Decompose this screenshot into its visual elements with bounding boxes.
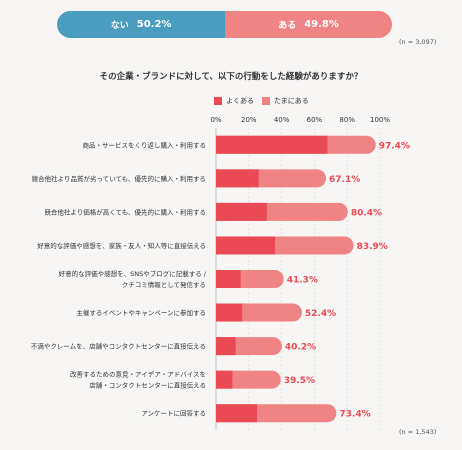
total-value-label: 67.1% bbox=[329, 175, 360, 185]
category-label: 不満やクレームを、店舗やコンタクトセンターに直接伝える bbox=[31, 342, 206, 351]
x-tick-label: 100% bbox=[370, 116, 390, 124]
legend-label-often: よくある bbox=[226, 97, 254, 105]
bar-often bbox=[216, 270, 241, 288]
total-value-label: 73.4% bbox=[339, 410, 370, 420]
yes-label: ある bbox=[278, 21, 297, 31]
total-value-label: 41.3% bbox=[287, 276, 318, 286]
category-label: 商品・サービスをくり返し購入・利用する bbox=[83, 140, 207, 149]
bar-often bbox=[216, 370, 233, 389]
bar-often bbox=[216, 135, 328, 154]
yes-value: 49.8% bbox=[304, 19, 339, 30]
top-sample-size: (n = 3,097) bbox=[399, 38, 437, 46]
overall-experience-bar: ない 50.2% ある 49.8% bbox=[57, 11, 392, 38]
total-value-label: 52.4% bbox=[305, 309, 336, 319]
legend-item-sometimes: たまにある bbox=[262, 96, 309, 106]
total-value-label: 80.4% bbox=[351, 208, 382, 218]
total-value-label: 97.4% bbox=[379, 141, 410, 151]
legend-item-often: よくある bbox=[214, 96, 254, 106]
category-label: 競合他社より価格が高くても、優先的に購入・利用する bbox=[44, 207, 206, 216]
category-label: 主催するイベントやキャンペーンに参加する bbox=[76, 308, 206, 317]
category-label: アンケートに回答する bbox=[141, 409, 206, 418]
total-value-label: 40.2% bbox=[285, 343, 316, 353]
legend-swatch-often bbox=[214, 97, 222, 105]
bar-often bbox=[216, 236, 276, 255]
x-tick-label: 40% bbox=[274, 116, 290, 124]
total-value-label: 83.9% bbox=[357, 242, 388, 252]
category-label: 好意的な評価や感想を、SNSやブログに記載する / bbox=[59, 269, 207, 278]
bar-often bbox=[216, 169, 259, 188]
x-tick-label: 0% bbox=[210, 116, 221, 124]
bar-often bbox=[216, 404, 257, 423]
category-label: 競合他社より品質が劣っていても、優先的に購入・利用する bbox=[32, 174, 206, 183]
x-tick-label: 80% bbox=[339, 116, 355, 124]
bar-often bbox=[216, 337, 236, 356]
bottom-sample-size: (n = 1,543) bbox=[399, 428, 437, 436]
x-tick-label: 60% bbox=[307, 116, 323, 124]
yes-segment: ある 49.8% bbox=[225, 11, 392, 38]
category-label: クチコミ情報として発信する bbox=[122, 280, 206, 289]
no-segment: ない 50.2% bbox=[57, 11, 226, 38]
no-label: ない bbox=[110, 21, 129, 31]
legend-label-sometimes: たまにある bbox=[274, 97, 309, 105]
x-tick-label: 20% bbox=[241, 116, 257, 124]
total-value-label: 39.5% bbox=[284, 376, 315, 386]
bar-often bbox=[216, 303, 243, 322]
legend-swatch-sometimes bbox=[262, 97, 270, 105]
no-value: 50.2% bbox=[136, 19, 172, 30]
category-label: 店舗・コンタクトセンターに直接伝える bbox=[89, 381, 206, 390]
category-label: 改善するための意見・アイデア・アドバイスを bbox=[70, 370, 206, 379]
category-label: 好意的な評価や感想を、家族・友人・知人等に直接伝える bbox=[37, 241, 206, 250]
bar-often bbox=[216, 202, 267, 221]
question-title: その企業・ブランドに対して、以下の行動をした経験がありますか？ bbox=[99, 72, 363, 82]
